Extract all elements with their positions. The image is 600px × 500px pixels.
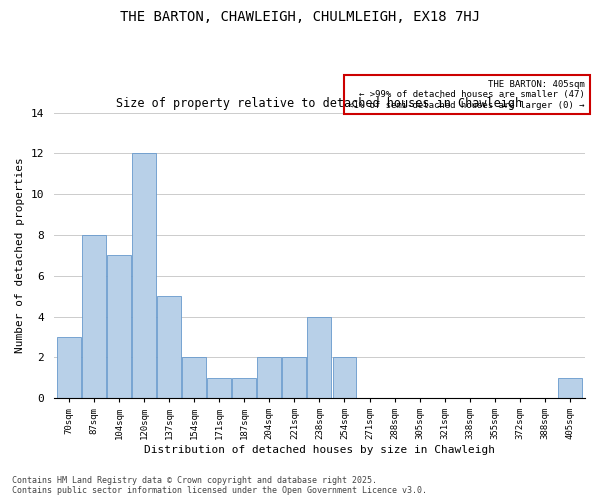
Title: Size of property relative to detached houses in Chawleigh: Size of property relative to detached ho… [116, 97, 523, 110]
Bar [157, 296, 181, 398]
Bar [182, 358, 206, 398]
Bar [332, 358, 356, 398]
Bar [558, 378, 582, 398]
Bar [257, 358, 281, 398]
Bar [207, 378, 231, 398]
Text: Contains HM Land Registry data © Crown copyright and database right 2025.
Contai: Contains HM Land Registry data © Crown c… [12, 476, 427, 495]
Bar [307, 316, 331, 398]
Bar [107, 256, 131, 398]
Bar [132, 154, 156, 398]
Bar [57, 337, 81, 398]
Bar [283, 358, 306, 398]
Text: THE BARTON: 405sqm
← >99% of detached houses are smaller (47)
<1% of semi-detach: THE BARTON: 405sqm ← >99% of detached ho… [349, 80, 585, 110]
Bar [232, 378, 256, 398]
X-axis label: Distribution of detached houses by size in Chawleigh: Distribution of detached houses by size … [144, 445, 495, 455]
Y-axis label: Number of detached properties: Number of detached properties [15, 158, 25, 354]
Text: THE BARTON, CHAWLEIGH, CHULMLEIGH, EX18 7HJ: THE BARTON, CHAWLEIGH, CHULMLEIGH, EX18 … [120, 10, 480, 24]
Bar [82, 235, 106, 398]
